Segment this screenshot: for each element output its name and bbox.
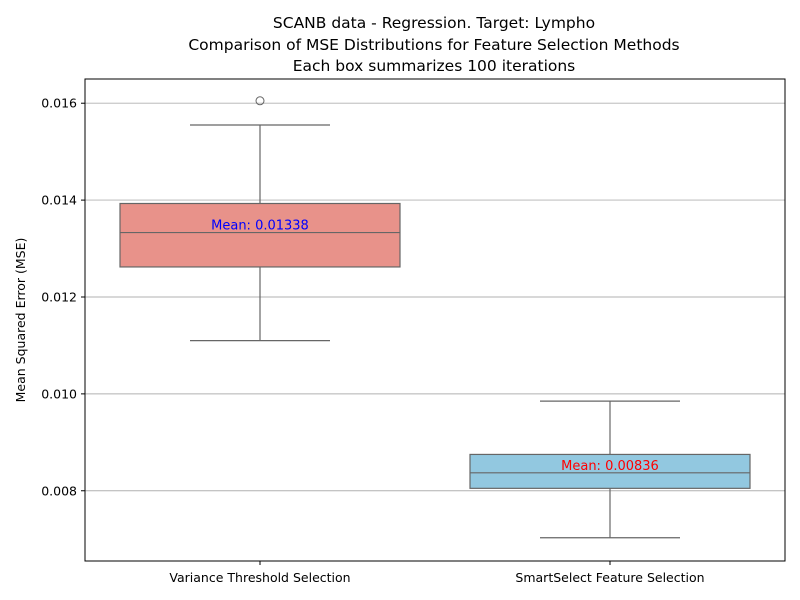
- outlier-point: [255, 96, 265, 106]
- y-tick-label: 0.016: [41, 96, 77, 111]
- boxes: Mean: 0.01338 Mean: 0.00836: [119, 96, 751, 539]
- x-tick-label: SmartSelect Feature Selection: [515, 570, 704, 585]
- grid-lines: [85, 102, 785, 492]
- y-tick-label: 0.008: [41, 483, 77, 498]
- y-tick-label: 0.014: [41, 193, 77, 208]
- chart-title-line-1: SCANB data - Regression. Target: Lympho: [273, 14, 595, 32]
- chart-title-line-3: Each box summarizes 100 iterations: [293, 57, 576, 75]
- iqr-box: [469, 453, 751, 489]
- y-axis-label: Mean Squared Error (MSE): [13, 238, 28, 403]
- box-group: Mean: 0.00836: [469, 400, 751, 539]
- mean-annotation: Mean: 0.00836: [561, 459, 659, 474]
- x-tick-label: Variance Threshold Selection: [169, 570, 350, 585]
- iqr-box: [119, 202, 401, 268]
- chart-title-line-2: Comparison of MSE Distributions for Feat…: [188, 36, 679, 54]
- plot-frame: [84, 78, 786, 562]
- mean-annotation: Mean: 0.01338: [211, 219, 309, 234]
- y-tick-label: 0.010: [41, 386, 77, 401]
- box-group: Mean: 0.01338: [119, 96, 401, 342]
- chart-title: SCANB data - Regression. Target: Lympho …: [188, 14, 679, 75]
- y-axis-ticks: 0.008 0.010 0.012 0.014 0.016: [41, 96, 85, 498]
- x-axis-ticks: Variance Threshold Selection SmartSelect …: [169, 561, 705, 585]
- y-tick-label: 0.012: [41, 289, 77, 304]
